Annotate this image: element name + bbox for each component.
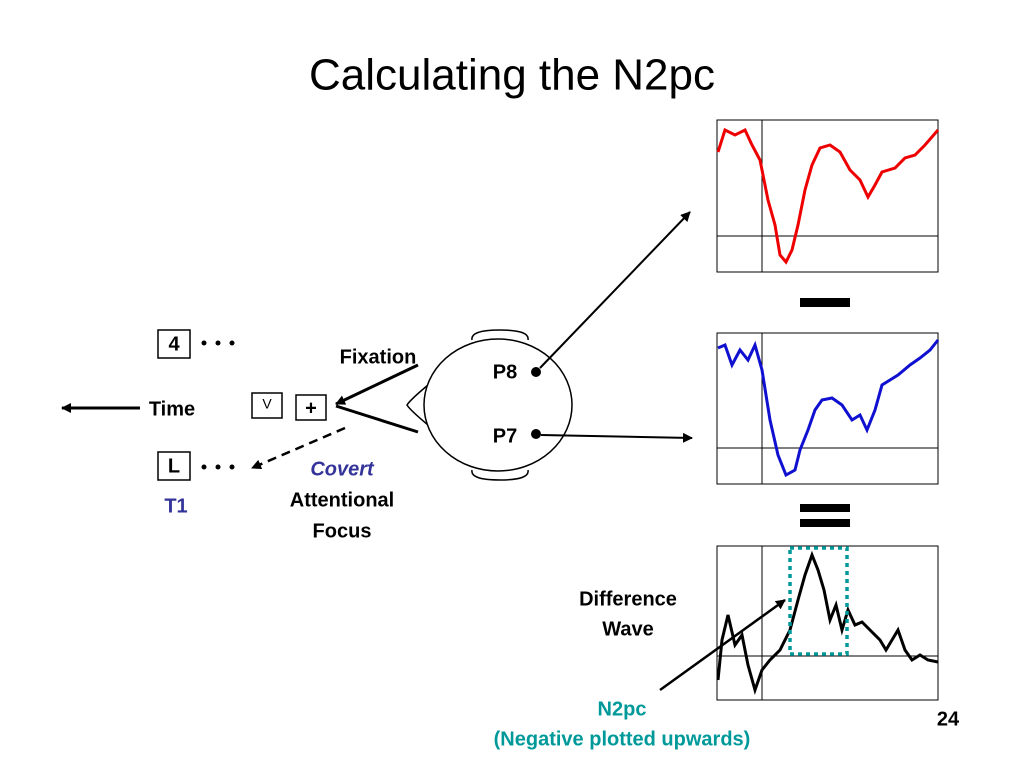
dashed-arrow <box>251 426 346 470</box>
plot-frames <box>716 119 939 701</box>
arrow <box>335 404 419 434</box>
box <box>157 329 191 359</box>
electrode <box>531 367 541 377</box>
minus-sign <box>800 298 850 307</box>
stimulus-letter: 4 <box>168 333 180 355</box>
electrode-label: P8 <box>493 361 517 383</box>
waveform <box>716 127 940 265</box>
ear <box>471 329 529 341</box>
waveform <box>717 339 940 478</box>
box <box>295 394 327 421</box>
electrode <box>531 429 541 439</box>
n2pc-window <box>788 546 849 656</box>
fixation-cross: + <box>305 397 317 419</box>
attention-label: Focus <box>313 520 372 542</box>
arrow <box>335 363 419 406</box>
equals-sign <box>800 504 850 512</box>
difference-label: Wave <box>602 618 654 640</box>
stimulus-letter: L <box>168 455 180 477</box>
covert-label: Covert <box>310 458 375 480</box>
fixation-label: Fixation <box>340 346 417 368</box>
arrow <box>540 432 693 443</box>
waveform <box>716 550 939 695</box>
stimulus-letter: V <box>262 396 272 412</box>
n2pc-label: N2pc <box>598 698 647 720</box>
attention-label: Attentional <box>290 489 394 511</box>
equals-sign <box>800 519 850 527</box>
page-number: 24 <box>937 708 960 730</box>
electrode-label: P7 <box>493 425 517 447</box>
box <box>157 451 191 481</box>
title: Calculating the N2pc <box>309 51 715 100</box>
arrow <box>659 598 786 692</box>
n2pc-note: (Negative plotted upwards) <box>494 728 751 750</box>
box <box>251 392 283 419</box>
nose <box>406 384 429 426</box>
time-label: Time <box>149 398 195 420</box>
difference-label: Difference <box>579 588 677 610</box>
ear <box>471 469 529 481</box>
ellipsis <box>201 340 235 470</box>
target-label: T1 <box>164 495 187 517</box>
arrow <box>539 211 691 369</box>
stimuli <box>61 329 419 481</box>
